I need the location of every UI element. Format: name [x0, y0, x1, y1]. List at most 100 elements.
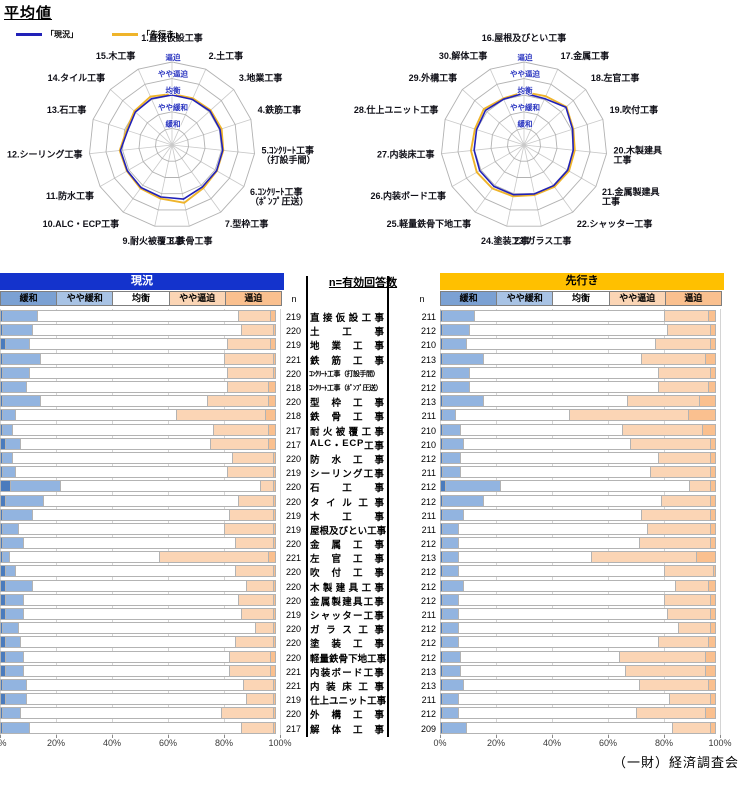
- radar-spoke: [523, 69, 559, 146]
- bar-segment-1: [441, 593, 459, 606]
- trade-name-char: 工: [363, 667, 374, 679]
- radar-spoke: [171, 89, 234, 146]
- bar-row: [440, 493, 721, 507]
- axis-tick-label: 60%: [598, 738, 618, 748]
- stacked-bar: [440, 721, 720, 734]
- trade-name: 木製建具工事: [309, 580, 385, 594]
- bar-row: [0, 451, 281, 465]
- plot-gridline: [720, 309, 721, 735]
- trade-name-char: 鉄: [310, 412, 320, 424]
- bar-segment-2: [9, 551, 161, 564]
- bar-chart-current-title: 現況: [0, 273, 284, 290]
- bar-row: [440, 706, 721, 720]
- bar-segment-3: [240, 721, 275, 734]
- radar-level-label: 逼迫: [166, 52, 181, 62]
- radar-axis-label: 12.シーリング工事: [7, 148, 83, 159]
- trade-name-char: 事: [374, 596, 384, 608]
- n-value-current: 220: [286, 368, 302, 379]
- axis-tick: [608, 735, 609, 738]
- trade-name-char: 工: [352, 355, 363, 367]
- bar-segment-2: [20, 636, 236, 649]
- radar-spoke: [110, 89, 173, 146]
- bar-segment-3: [655, 338, 712, 351]
- trade-name-char: 工: [367, 696, 377, 708]
- bar-segment-1: [4, 664, 25, 677]
- bar-segment-4: [273, 678, 276, 691]
- bar-segment-3: [234, 537, 275, 550]
- radar-grid-ring: [507, 127, 541, 162]
- stacked-bar: [440, 707, 720, 720]
- bar-segment-2: [37, 310, 239, 323]
- bar-segment-4: [267, 437, 276, 450]
- axis-tick-label: 100%: [708, 738, 732, 748]
- bar-segment-1: [1, 622, 19, 635]
- stacked-bar: [440, 395, 720, 408]
- n-value-current: 220: [286, 496, 302, 507]
- radar-level-label: やや緩和: [158, 102, 188, 112]
- trade-name-char: 工: [367, 653, 377, 665]
- category-legend-cell: 緩和: [440, 291, 498, 306]
- bar-segment-1: [441, 494, 484, 507]
- stacked-bar: [440, 508, 720, 521]
- bar-segment-1: [441, 508, 465, 521]
- bar-segment-4: [704, 707, 716, 720]
- trade-name-char: 内: [310, 681, 320, 693]
- trade-name-char: 木: [310, 511, 320, 523]
- trade-name-char: 覆: [348, 426, 359, 438]
- bar-segment-3: [666, 608, 712, 621]
- stacked-bar: [0, 395, 280, 408]
- bar-row: [440, 366, 721, 380]
- bar-segment-4: [710, 480, 716, 493]
- trade-name-char: シ: [310, 611, 320, 623]
- trade-row: 220 軽量鉄骨下地工事 212: [286, 651, 440, 665]
- trade-row: 217 耐火被覆工事 210: [286, 424, 440, 438]
- bar-chart-outlook-category-legend: 緩和 やや緩和 均衡 やや逼迫 逼迫: [440, 291, 723, 306]
- stacked-bar: [440, 664, 720, 677]
- stacked-bar: [0, 664, 280, 677]
- radar-axis-label: 25.軽量鉄骨下地工事: [387, 218, 472, 229]
- bar-segment-4: [270, 664, 276, 677]
- trade-name-char: 事: [374, 469, 384, 481]
- trade-name-char: 工: [358, 497, 368, 509]
- n-value-outlook: 212: [420, 595, 436, 606]
- bar-segment-3: [229, 508, 275, 521]
- radar-grid-ring: [138, 111, 206, 178]
- bar-segment-1: [441, 565, 459, 578]
- bar-segment-4: [701, 423, 716, 436]
- bar-segment-4: [707, 579, 716, 592]
- trade-name-char: 工: [361, 426, 372, 438]
- bar-segment-3: [649, 466, 712, 479]
- trade-name-char: 木: [310, 582, 320, 594]
- bar-row: [440, 536, 721, 550]
- bar-segment-2: [23, 593, 239, 606]
- bar-segment-1: [441, 395, 484, 408]
- stacked-bar: [440, 494, 720, 507]
- bar-segment-1: [441, 664, 462, 677]
- trade-row: 221 内装ボード工事 213: [286, 665, 440, 679]
- n-value-outlook: 212: [420, 496, 436, 507]
- bar-row: [0, 650, 281, 664]
- plot-gridline: [440, 309, 441, 735]
- trade-name-char: 下: [348, 653, 358, 665]
- bar-segment-1: [1, 366, 30, 379]
- radar-level-label: やや逼迫: [158, 69, 188, 79]
- bar-segment-2: [482, 494, 662, 507]
- bar-segment-3: [674, 579, 709, 592]
- name-column-left-border: [306, 276, 308, 737]
- bar-segment-1: [1, 409, 16, 422]
- bar-segment-4: [687, 409, 716, 422]
- bar-segment-2: [460, 664, 626, 677]
- bar-segment-4: [273, 480, 276, 493]
- n-label-outlook: n: [419, 294, 425, 304]
- bar-segment-1: [441, 352, 484, 365]
- stacked-bar: [0, 338, 280, 351]
- radar-spoke: [171, 144, 222, 213]
- trade-name-char: 事: [374, 355, 384, 367]
- stacked-bar: [0, 451, 280, 464]
- bar-segment-1: [1, 537, 25, 550]
- trade-name-char: ト: [357, 696, 368, 708]
- trade-name-char: 事: [376, 696, 387, 708]
- bar-segment-1: [1, 721, 30, 734]
- bar-segment-3: [621, 423, 703, 436]
- bar-segment-1: [441, 437, 465, 450]
